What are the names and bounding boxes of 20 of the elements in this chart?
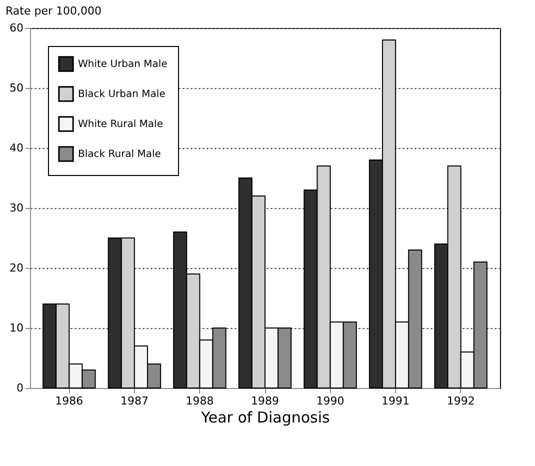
legend-label: White Rural Male [78,119,163,130]
y-tick-label: 60 [10,22,24,34]
y-tick-label: 50 [10,82,24,94]
legend-label: White Urban Male [78,59,168,70]
x-tick-label: 1988 [186,394,214,408]
x-tick-label: 1990 [316,394,344,408]
x-tick-label: 1992 [446,394,475,408]
x-tick-label: 1987 [120,394,148,408]
y-tick-label: 0 [16,382,24,394]
x-axis-title: Year of Diagnosis [200,408,330,426]
y-tick-label: 40 [10,142,24,154]
y-tick-label: 10 [10,322,24,334]
y-axis-title: Rate per 100,000 [6,4,102,18]
x-tick-label: 1991 [382,394,410,408]
y-tick-label: 30 [10,202,24,214]
legend-label: Black Urban Male [78,89,166,100]
x-tick-label: 1989 [251,394,279,408]
y-tick-label: 20 [10,262,24,274]
x-tick-label: 1986 [55,394,84,408]
legend-label: Black Rural Male [78,149,161,160]
